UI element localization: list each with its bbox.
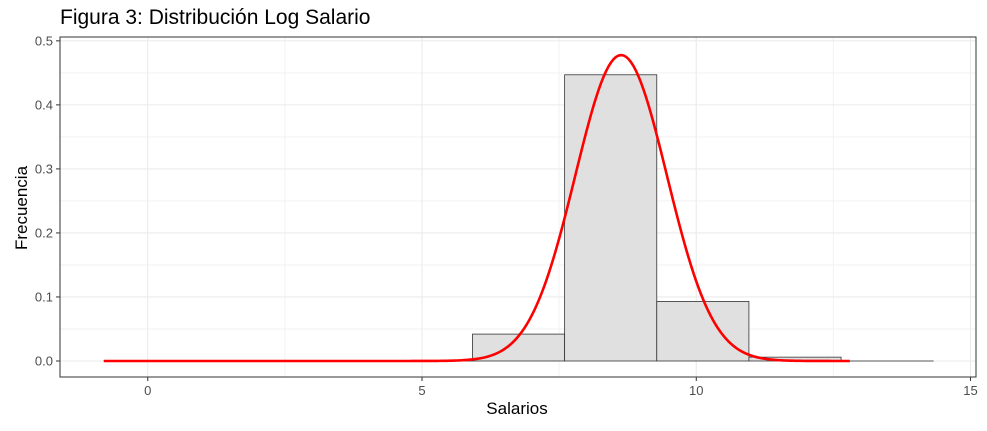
x-tick-label: 10 [689, 383, 703, 398]
histogram-bar [656, 301, 750, 362]
x-tick-label: 0 [144, 383, 151, 398]
x-tick-label: 5 [418, 383, 425, 398]
chart-title: Figura 3: Distribución Log Salario [60, 6, 371, 29]
panel-border [59, 36, 977, 378]
x-axis-label: Salarios [486, 399, 548, 418]
density-curve [103, 53, 850, 363]
x-tick-label: 15 [963, 383, 977, 398]
histogram-bar [564, 74, 658, 362]
y-tick-label: 0.5 [35, 33, 53, 48]
y-tick-label: 0.4 [35, 97, 53, 112]
y-tick-label: 0.2 [35, 225, 53, 240]
y-tick-label: 0.0 [35, 353, 53, 368]
y-tick-label: 0.1 [35, 289, 53, 304]
y-tick-label: 0.3 [35, 161, 53, 176]
